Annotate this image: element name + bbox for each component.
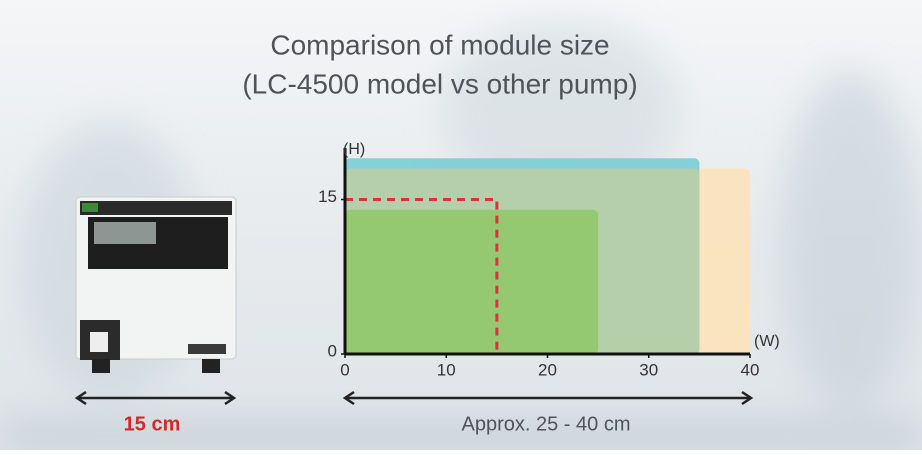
- chart-title: Comparison of module size: [270, 29, 609, 60]
- y-tick-label: 0: [328, 341, 337, 360]
- x-tick-label: 30: [639, 360, 658, 379]
- chart-subtitle: (LC-4500 model vs other pump): [242, 68, 637, 99]
- y-axis-label: (H): [343, 141, 365, 158]
- x-axis-label: (W): [754, 333, 780, 350]
- x-tick-label: 0: [340, 360, 349, 379]
- device-illustration: [76, 197, 236, 373]
- y-tick-label: 15: [318, 187, 337, 206]
- x-tick-label: 10: [437, 360, 456, 379]
- x-tick-label: 20: [538, 360, 557, 379]
- size-box: [345, 210, 598, 354]
- chart: Comparison of module size (LC-4500 model…: [0, 0, 922, 450]
- range-label: Approx. 25 - 40 cm: [462, 413, 631, 435]
- x-tick-label: 40: [741, 360, 760, 379]
- device-width-label: 15 cm: [124, 413, 181, 435]
